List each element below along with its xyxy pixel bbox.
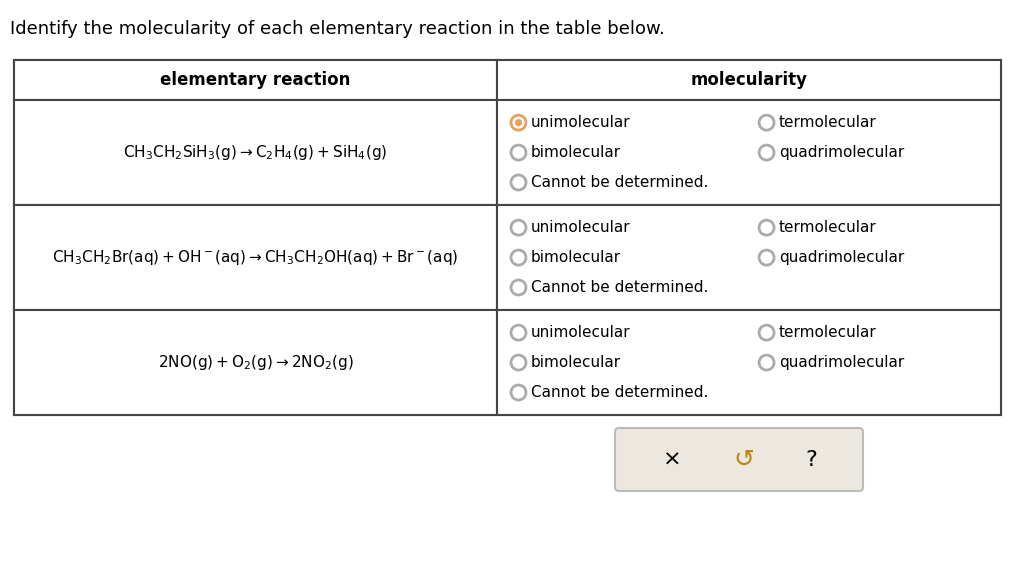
Text: ×: × xyxy=(663,449,681,470)
Text: unimolecular: unimolecular xyxy=(531,325,631,340)
Text: ↺: ↺ xyxy=(733,448,755,471)
Text: quadrimolecular: quadrimolecular xyxy=(779,355,904,370)
Circle shape xyxy=(759,145,774,160)
Text: Cannot be determined.: Cannot be determined. xyxy=(531,175,709,190)
Circle shape xyxy=(511,115,526,130)
Circle shape xyxy=(759,115,774,130)
Text: termolecular: termolecular xyxy=(779,220,877,235)
Circle shape xyxy=(759,220,774,235)
Text: $\mathrm{CH_3CH_2SiH_3(g) \rightarrow C_2H_4(g) + SiH_4(g)}$: $\mathrm{CH_3CH_2SiH_3(g) \rightarrow C_… xyxy=(123,143,388,162)
Bar xyxy=(497,310,1001,415)
Bar xyxy=(14,100,497,205)
Text: $\mathrm{CH_3CH_2Br(aq) + OH^-(aq) \rightarrow CH_3CH_2OH(aq) + Br^-(aq)}$: $\mathrm{CH_3CH_2Br(aq) + OH^-(aq) \righ… xyxy=(52,248,459,267)
Text: quadrimolecular: quadrimolecular xyxy=(779,145,904,160)
Circle shape xyxy=(759,250,774,265)
Circle shape xyxy=(759,325,774,340)
Text: bimolecular: bimolecular xyxy=(531,145,622,160)
Circle shape xyxy=(511,175,526,190)
Text: quadrimolecular: quadrimolecular xyxy=(779,250,904,265)
Bar xyxy=(497,205,1001,310)
Text: $\mathrm{2NO(g) + O_2(g) \rightarrow 2NO_2(g)}$: $\mathrm{2NO(g) + O_2(g) \rightarrow 2NO… xyxy=(158,353,353,372)
Text: bimolecular: bimolecular xyxy=(531,355,622,370)
Text: termolecular: termolecular xyxy=(779,325,877,340)
Bar xyxy=(14,205,497,310)
Text: molecularity: molecularity xyxy=(690,71,808,89)
Text: termolecular: termolecular xyxy=(779,115,877,130)
Circle shape xyxy=(511,145,526,160)
Text: elementary reaction: elementary reaction xyxy=(161,71,350,89)
Bar xyxy=(497,60,1001,100)
Bar xyxy=(14,310,497,415)
Text: ?: ? xyxy=(805,449,817,470)
Bar xyxy=(14,60,497,100)
Text: Cannot be determined.: Cannot be determined. xyxy=(531,280,709,295)
Bar xyxy=(497,100,1001,205)
Circle shape xyxy=(511,385,526,400)
Circle shape xyxy=(511,280,526,295)
Text: bimolecular: bimolecular xyxy=(531,250,622,265)
Text: Identify the molecularity of each elementary reaction in the table below.: Identify the molecularity of each elemen… xyxy=(10,20,665,38)
Bar xyxy=(14,60,1001,415)
Text: Cannot be determined.: Cannot be determined. xyxy=(531,385,709,400)
Circle shape xyxy=(511,355,526,370)
Circle shape xyxy=(511,325,526,340)
Circle shape xyxy=(511,220,526,235)
Text: unimolecular: unimolecular xyxy=(531,115,631,130)
Circle shape xyxy=(759,355,774,370)
Text: unimolecular: unimolecular xyxy=(531,220,631,235)
Circle shape xyxy=(511,250,526,265)
Circle shape xyxy=(515,119,522,126)
FancyBboxPatch shape xyxy=(615,428,863,491)
